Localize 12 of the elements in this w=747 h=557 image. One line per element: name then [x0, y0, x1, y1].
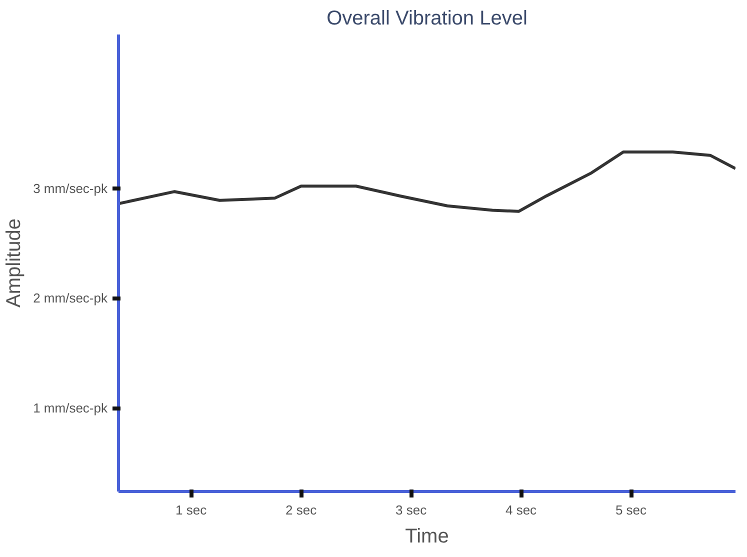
x-tick-label: 4 sec — [506, 502, 538, 518]
x-tick-label: 2 sec — [286, 502, 318, 518]
y-axis-title: Amplitude — [3, 218, 26, 308]
y-tick-label: 3 mm/sec-pk — [33, 180, 108, 196]
chart-title: Overall Vibration Level — [326, 8, 528, 30]
x-tick-label: 3 sec — [396, 502, 428, 518]
x-tick-label: 1 sec — [176, 502, 208, 518]
y-tick-label: 2 mm/sec-pk — [33, 290, 108, 306]
line-series — [118, 150, 736, 213]
x-tick-label: 5 sec — [615, 502, 648, 518]
x-axis-title: Time — [405, 526, 449, 548]
y-tick-label: 1 mm/sec-pk — [33, 400, 108, 416]
